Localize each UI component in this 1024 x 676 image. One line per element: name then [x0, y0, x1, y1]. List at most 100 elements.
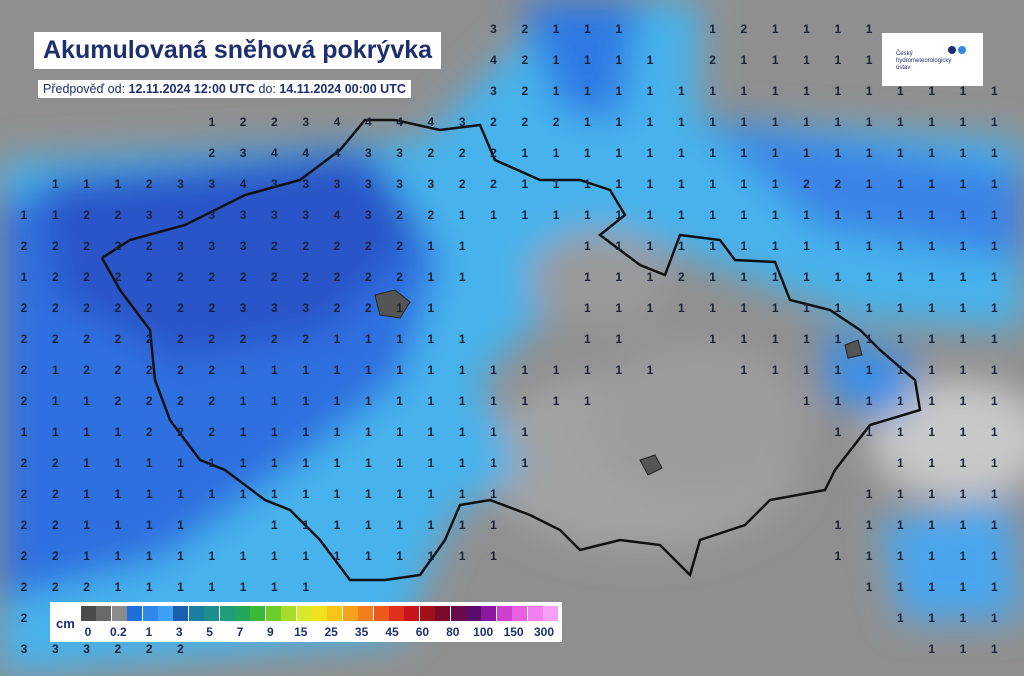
grid-value: 1	[615, 115, 622, 129]
grid-value: 1	[490, 394, 497, 408]
grid-value: 1	[897, 239, 904, 253]
grid-value: 1	[741, 270, 748, 284]
grid-value: 1	[991, 208, 998, 222]
grid-value: 1	[146, 518, 153, 532]
legend-swatch	[235, 606, 250, 621]
grid-value: 1	[834, 425, 841, 439]
grid-value: 1	[709, 177, 716, 191]
grid-value: 1	[177, 580, 184, 594]
grid-value: 1	[334, 425, 341, 439]
grid-value: 2	[334, 270, 341, 284]
grid-value: 1	[834, 394, 841, 408]
grid-value: 1	[334, 332, 341, 346]
grid-value: 1	[803, 394, 810, 408]
grid-value: 2	[365, 301, 372, 315]
grid-value: 1	[834, 146, 841, 160]
grid-value: 1	[52, 177, 59, 191]
grid-value: 3	[240, 239, 247, 253]
grid-value: 2	[396, 239, 403, 253]
legend-swatch	[435, 606, 451, 621]
grid-value: 2	[208, 332, 215, 346]
grid-value: 1	[960, 611, 967, 625]
from-time: 12.11.2024 12:00 UTC	[128, 82, 256, 96]
grid-value: 2	[115, 301, 122, 315]
grid-value: 1	[928, 177, 935, 191]
grid-value: 1	[302, 487, 309, 501]
grid-value: 1	[960, 208, 967, 222]
legend-label: 300	[533, 625, 555, 639]
grid-value: 1	[897, 301, 904, 315]
legend-swatch	[188, 606, 204, 621]
grid-value: 1	[428, 549, 435, 563]
grid-value: 1	[866, 363, 873, 377]
grid-value: 1	[991, 549, 998, 563]
grid-value: 1	[960, 115, 967, 129]
grid-value: 1	[428, 332, 435, 346]
grid-value: 1	[960, 642, 967, 656]
grid-value: 1	[334, 487, 341, 501]
grid-value: 1	[991, 642, 998, 656]
grid-value: 1	[553, 84, 560, 98]
grid-value: 2	[459, 146, 466, 160]
grid-value: 3	[208, 239, 215, 253]
grid-value: 1	[553, 177, 560, 191]
grid-value: 1	[83, 518, 90, 532]
grid-value: 4	[334, 146, 341, 160]
grid-value: 1	[553, 363, 560, 377]
grid-value: 1	[553, 22, 560, 36]
legend-label: 0	[84, 625, 92, 639]
grid-value: 2	[83, 363, 90, 377]
legend-swatch	[466, 606, 481, 621]
grid-value: 1	[960, 580, 967, 594]
grid-value: 2	[240, 270, 247, 284]
legend-swatch	[342, 606, 358, 621]
grid-value: 1	[647, 115, 654, 129]
grid-value: 1	[615, 332, 622, 346]
grid-value: 2	[396, 208, 403, 222]
grid-value: 1	[240, 425, 247, 439]
grid-value: 1	[115, 518, 122, 532]
grid-value: 2	[334, 239, 341, 253]
grid-value: 1	[21, 208, 28, 222]
grid-value: 1	[428, 301, 435, 315]
grid-value: 2	[52, 487, 59, 501]
grid-value: 1	[772, 301, 779, 315]
grid-value: 3	[177, 208, 184, 222]
grid-value: 2	[396, 270, 403, 284]
grid-value: 1	[271, 456, 278, 470]
grid-value: 1	[553, 394, 560, 408]
grid-value: 1	[428, 487, 435, 501]
grid-value: 1	[741, 332, 748, 346]
grid-value: 1	[584, 53, 591, 67]
grid-value: 1	[741, 208, 748, 222]
grid-value: 3	[146, 208, 153, 222]
grid-value: 1	[396, 518, 403, 532]
grid-value: 1	[521, 208, 528, 222]
grid-value: 1	[365, 518, 372, 532]
grid-value: 1	[584, 301, 591, 315]
grid-value: 2	[83, 301, 90, 315]
grid-value: 1	[678, 208, 685, 222]
grid-value: 1	[146, 487, 153, 501]
grid-value: 1	[991, 425, 998, 439]
grid-value: 1	[772, 22, 779, 36]
grid-value: 1	[146, 580, 153, 594]
grid-value: 1	[928, 425, 935, 439]
grid-value: 3	[365, 146, 372, 160]
legend-label: 15	[294, 625, 308, 639]
grid-value: 1	[365, 487, 372, 501]
grid-value: 1	[365, 332, 372, 346]
grid-value: 1	[271, 518, 278, 532]
country-border	[100, 118, 922, 582]
grid-value: 2	[678, 270, 685, 284]
grid-value: 2	[21, 394, 28, 408]
grid-value: 1	[302, 580, 309, 594]
grid-value: 1	[490, 456, 497, 470]
grid-value: 2	[83, 208, 90, 222]
legend-swatch	[204, 606, 220, 621]
grid-value: 2	[115, 239, 122, 253]
grid-value: 2	[146, 642, 153, 656]
title: Akumulovaná sněhová pokrývka	[34, 32, 442, 69]
